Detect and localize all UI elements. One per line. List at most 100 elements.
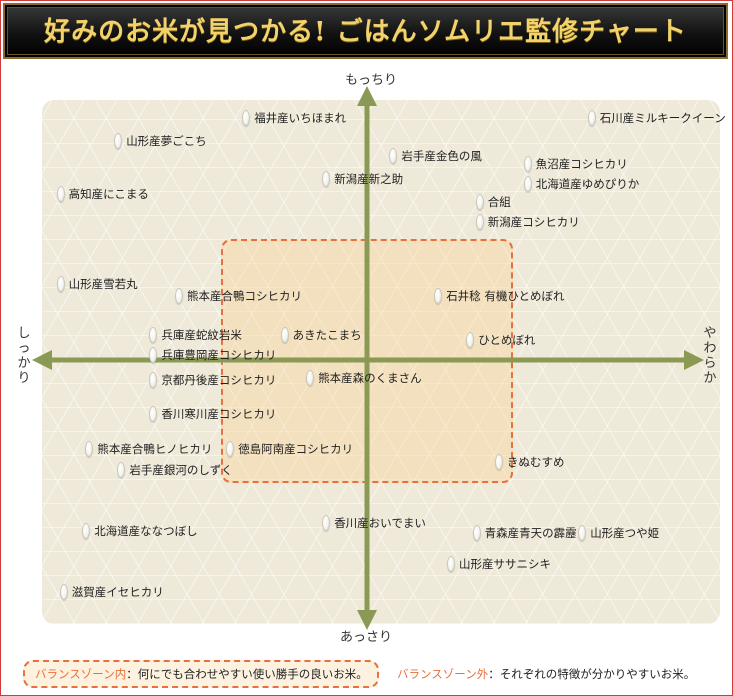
rice-point-label: 兵庫産蛇紋岩米 [161, 327, 242, 342]
rice-point-label: 魚沼産コシヒカリ [535, 156, 628, 171]
rice-point[interactable]: 青森産青天の霹靂 [472, 524, 577, 542]
rice-point[interactable]: きぬむすめ [495, 453, 565, 471]
rice-grain-icon [523, 155, 532, 172]
rice-point-label: 山形産夢ごこち [126, 133, 207, 148]
rice-point[interactable]: 山形産夢ごこち [114, 132, 207, 150]
rice-point-label: 山形産雪若丸 [68, 276, 138, 291]
rice-grain-icon [149, 405, 158, 422]
rice-point-label: ひとめぼれ [478, 332, 536, 347]
rice-grain-icon [434, 288, 443, 305]
rice-point[interactable]: ひとめぼれ [466, 331, 535, 349]
rice-grain-icon [389, 148, 398, 164]
rice-grain-icon [226, 441, 235, 458]
rice-point-label: 北海道産ゆめぴりか [535, 177, 640, 192]
rice-grain-icon [466, 331, 475, 348]
rice-point-label: あきたこまち [292, 327, 362, 342]
rice-grain-icon [578, 525, 587, 542]
rice-point-label: 京都丹後産コシヒカリ [161, 373, 277, 388]
rice-grain-icon [242, 109, 251, 126]
rice-grain-icon [117, 461, 126, 478]
rice-point[interactable]: 合組 [475, 193, 511, 211]
rice-point[interactable]: 北海道産ゆめぴりか [523, 175, 640, 193]
rice-grain-icon [175, 288, 183, 305]
rice-point[interactable]: 北海道産ななつぼし [82, 522, 198, 540]
rice-point-label: 香川産おいでまい [334, 516, 426, 531]
rice-grain-icon [149, 346, 158, 363]
rice-point[interactable]: 高知産にこまる [56, 185, 149, 203]
title-banner: 好みのお米が見つかる! ごはんソムリエ監修チャート [3, 3, 728, 59]
rice-point-label: 福井産いちほまれ [254, 110, 347, 125]
rice-point[interactable]: あきたこまち [280, 326, 362, 344]
rice-grain-icon [472, 525, 481, 542]
chart-title: 好みのお米が見つかる! ごはんソムリエ監修チャート [44, 17, 687, 47]
rice-point-label: 青森産青天の霹靂 [484, 526, 577, 541]
rice-point[interactable]: 兵庫豊岡産コシヒカリ [149, 346, 276, 364]
rice-point-label: 北海道産ななつぼし [94, 523, 198, 538]
rice-grain-icon [322, 170, 331, 187]
legend-balance-outside: バランスゾーン外 ：それぞれの特徴が分かりやすいお米。 [397, 660, 695, 688]
rice-grain-icon [495, 454, 503, 470]
rice-point-label: 滋賀産イセヒカリ [71, 585, 164, 600]
rice-point[interactable]: 山形産つや姫 [578, 524, 659, 542]
rice-point[interactable]: 岩手産金色の風 [389, 147, 482, 165]
axis-label-left: しっかり [17, 326, 31, 386]
rice-point-label: 徳島阿南産コシヒカリ [238, 442, 354, 457]
rice-point-label: 合組 [487, 194, 511, 209]
rice-grain-icon [447, 556, 455, 572]
rice-grain-icon [149, 326, 158, 343]
legend-outside-key: バランスゾーン外 [397, 667, 489, 681]
axis-label-right: やわらか [703, 326, 717, 386]
rice-point[interactable]: 石井稔 有機ひとめぼれ [434, 287, 565, 305]
rice-grain-icon [523, 176, 532, 193]
rice-grain-icon [587, 109, 596, 126]
rice-grain-icon [280, 326, 289, 343]
rice-point[interactable]: 京都丹後産コシヒカリ [149, 371, 276, 389]
rice-point[interactable]: 熊本産合鴨ヒノヒカリ [85, 440, 212, 458]
rice-point[interactable]: 兵庫産蛇紋岩米 [149, 326, 242, 344]
rice-grain-icon [475, 214, 484, 231]
rice-point-label: 岩手産銀河のしずく [129, 462, 233, 477]
rice-grain-icon [85, 441, 94, 458]
rice-point[interactable]: 熊本産森のくまさん [306, 369, 422, 387]
rice-point-label: 熊本産森のくまさん [318, 370, 422, 385]
rice-point-label: 山形産つや姫 [590, 526, 660, 541]
rice-point[interactable]: 熊本産合鴨コシヒカリ [175, 287, 302, 305]
rice-point-label: 熊本産合鴨コシヒカリ [187, 289, 302, 304]
rice-point-label: 石川産ミルキークイーン [599, 110, 726, 125]
rice-point[interactable]: 新潟産コシヒカリ [475, 213, 580, 231]
rice-grain-icon [306, 369, 315, 386]
rice-grain-icon [149, 372, 158, 389]
rice-grain-icon [114, 132, 123, 149]
legend-inside-text: ：何にでも合わせやすい使い勝手の良いお米。 [126, 667, 368, 681]
rice-point[interactable]: 香川寒川産コシヒカリ [149, 405, 276, 423]
rice-point[interactable]: 岩手産銀河のしずく [117, 461, 233, 479]
rice-grain-icon [56, 186, 65, 203]
rice-grain-icon [56, 275, 65, 292]
legend-outside-text: ：それぞれの特徴が分かりやすいお米。 [488, 667, 696, 681]
rice-point[interactable]: 山形産雪若丸 [56, 275, 138, 293]
rice-grain-icon [475, 193, 484, 210]
rice-point[interactable]: 香川産おいでまい [322, 514, 426, 532]
rice-point-label: 新潟産新之助 [334, 171, 404, 186]
rice-point-label: 兵庫豊岡産コシヒカリ [161, 347, 277, 362]
rice-point[interactable]: 福井産いちほまれ [242, 109, 346, 127]
rice-point[interactable]: 山形産ササニシキ [447, 555, 551, 573]
rice-point-label: 香川寒川産コシヒカリ [161, 406, 277, 421]
rice-point[interactable]: 新潟産新之助 [322, 170, 403, 188]
rice-point-label: 新潟産コシヒカリ [487, 215, 580, 230]
rice-point-label: 高知産にこまる [68, 187, 149, 202]
rice-point-label: 山形産ササニシキ [459, 557, 551, 571]
rice-point-label: 岩手産金色の風 [401, 149, 482, 163]
rice-point[interactable]: 石川産ミルキークイーン [587, 109, 726, 127]
legend-inside-key: バランスゾーン内 [35, 667, 127, 681]
rice-point[interactable]: 徳島阿南産コシヒカリ [226, 440, 353, 458]
rice-point[interactable]: 魚沼産コシヒカリ [523, 155, 628, 173]
axis-label-bottom: あっさり [340, 630, 393, 645]
rice-grain-icon [322, 515, 331, 532]
rice-point[interactable]: 滋賀産イセヒカリ [59, 583, 164, 601]
legend-balance-inside: バランスゾーン内 ：何にでも合わせやすい使い勝手の良いお米。 [23, 660, 379, 688]
rice-point-label: きぬむすめ [507, 455, 565, 469]
rice-grain-icon [82, 522, 91, 539]
rice-point-label: 石井稔 有機ひとめぼれ [446, 289, 565, 304]
